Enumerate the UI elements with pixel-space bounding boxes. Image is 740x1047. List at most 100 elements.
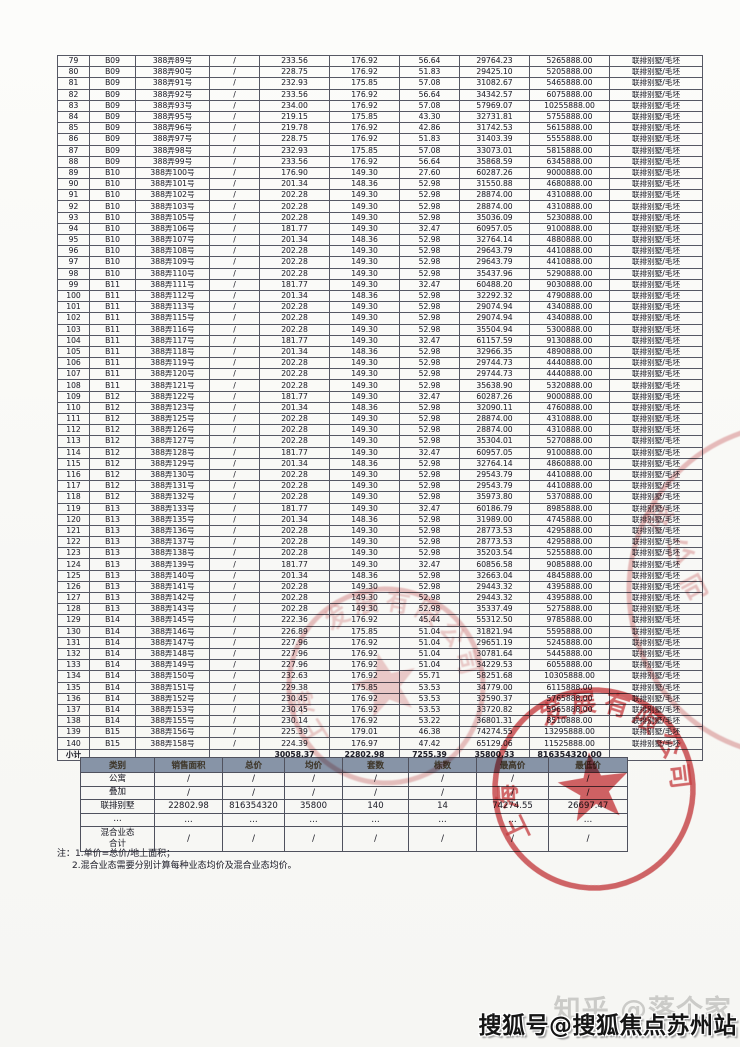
cell-unit-no: 388弄156号 <box>135 726 210 739</box>
summary-cell-category: 公寓 <box>80 772 155 787</box>
cell-row-no: 137 <box>57 703 90 717</box>
summary-cell: / <box>154 826 223 852</box>
cell-unit-no: 388弄105号 <box>135 211 210 224</box>
cell-slash: / <box>209 524 260 538</box>
table-row: 105 B11 388弄118号 / 201.34 148.36 52.98 3… <box>57 345 703 359</box>
cell-slash: / <box>209 480 260 493</box>
cell-building: B11 <box>89 368 136 381</box>
cell-building: B12 <box>89 491 136 504</box>
cell-unit-price: 33720.82 <box>459 703 530 717</box>
cell-slash: / <box>209 110 260 124</box>
cell-row-no: 114 <box>57 446 90 459</box>
cell-slash: / <box>209 357 260 370</box>
table-row: 120 B13 388弄135号 / 201.34 148.36 52.98 3… <box>57 513 703 526</box>
cell-slash: / <box>209 323 260 336</box>
table-row: 96 B10 388弄108号 / 202.28 149.30 52.98 29… <box>57 245 703 258</box>
cell-above-ground-area: 175.85 <box>329 144 400 157</box>
cell-type: 联排别墅/毛坯 <box>609 591 703 605</box>
summary-header-sales-area: 销售面积 <box>154 757 223 773</box>
cell-unit-price: 60186.79 <box>459 502 530 515</box>
cell-total-price: 4410888.00 <box>529 480 610 493</box>
cell-unit-price: 32731.81 <box>459 110 530 124</box>
table-row: 92 B10 388弄103号 / 202.28 149.30 52.98 28… <box>57 200 703 213</box>
cell-row-no: 135 <box>57 681 90 694</box>
cell-below-ground-area: 52.98 <box>399 524 460 538</box>
summary-header-avg-price: 均价 <box>284 757 343 773</box>
cell-total-area: 202.28 <box>259 379 330 392</box>
cell-total-area: 233.56 <box>259 155 330 168</box>
cell-total-area: 228.75 <box>259 66 330 79</box>
zhihu-watermark: 知乎 @落个家 <box>553 995 732 1026</box>
table-row: 116 B12 388弄130号 / 202.28 149.30 52.98 2… <box>57 468 703 482</box>
cell-slash: / <box>209 133 260 146</box>
cell-row-no: 110 <box>57 401 90 415</box>
cell-unit-price: 31403.39 <box>459 133 530 146</box>
cell-unit-price: 29443.32 <box>459 580 530 594</box>
cell-type: 联排别墅/毛坯 <box>609 681 703 694</box>
summary-header-max-price: 最高价 <box>476 757 549 773</box>
cell-unit-no: 388弄140号 <box>135 569 210 582</box>
cell-building: B13 <box>89 513 136 526</box>
cell-unit-price: 32764.14 <box>459 233 530 247</box>
cell-total-area: 219.78 <box>259 122 330 135</box>
cell-above-ground-area: 149.30 <box>329 412 400 426</box>
cell-unit-price: 35504.94 <box>459 323 530 336</box>
cell-total-area: 181.77 <box>259 502 330 515</box>
cell-slash: / <box>209 536 260 549</box>
cell-total-price: 5765888.00 <box>529 692 610 705</box>
cell-above-ground-area: 149.30 <box>329 480 400 493</box>
cell-total-price: 5245888.00 <box>529 636 610 649</box>
cell-row-no: 124 <box>57 558 90 571</box>
cell-building: B09 <box>89 133 136 146</box>
cell-unit-no: 388弄115号 <box>135 312 210 325</box>
cell-above-ground-area: 148.36 <box>329 345 400 359</box>
cell-building: B09 <box>89 110 136 124</box>
cell-row-no: 119 <box>57 502 90 515</box>
cell-below-ground-area: 53.53 <box>399 692 460 705</box>
cell-above-ground-area: 148.36 <box>329 233 400 247</box>
cell-type: 联排别墅/毛坯 <box>609 178 703 191</box>
table-row: 138 B14 388弄155号 / 230.14 176.92 53.22 3… <box>57 715 703 728</box>
cell-unit-no: 388弄136号 <box>135 524 210 538</box>
cell-unit-price: 36801.31 <box>459 715 530 728</box>
table-row: 130 B14 388弄146号 / 226.89 175.85 51.04 3… <box>57 625 703 638</box>
cell-type: 联排别墅/毛坯 <box>609 133 703 146</box>
cell-slash: / <box>209 625 260 638</box>
cell-row-no: 128 <box>57 603 90 616</box>
cell-total-area: 181.77 <box>259 558 330 571</box>
cell-building: B10 <box>89 166 136 180</box>
cell-total-area: 181.77 <box>259 446 330 459</box>
cell-slash: / <box>209 614 260 627</box>
cell-slash: / <box>209 457 260 470</box>
cell-row-no: 131 <box>57 636 90 649</box>
cell-type: 联排别墅/毛坯 <box>609 66 703 79</box>
cell-total-area: 202.28 <box>259 591 330 605</box>
cell-building: B10 <box>89 245 136 258</box>
cell-row-no: 140 <box>57 737 90 750</box>
cell-slash: / <box>209 659 260 672</box>
cell-below-ground-area: 51.04 <box>399 625 460 638</box>
cell-building: B09 <box>89 66 136 79</box>
cell-row-no: 100 <box>57 289 90 303</box>
summary-cell: / <box>284 785 343 800</box>
cell-above-ground-area: 149.30 <box>329 278 400 291</box>
cell-total-area: 219.15 <box>259 110 330 124</box>
cell-total-area: 176.90 <box>259 166 330 180</box>
cell-total-price: 13295888.00 <box>529 726 610 739</box>
cell-slash: / <box>209 189 260 202</box>
cell-above-ground-area: 175.85 <box>329 77 400 90</box>
summary-cell: … <box>548 812 628 827</box>
cell-type: 联排别墅/毛坯 <box>609 200 703 213</box>
cell-unit-price: 31989.00 <box>459 513 530 526</box>
cell-row-no: 98 <box>57 267 90 280</box>
cell-below-ground-area: 42.86 <box>399 122 460 135</box>
cell-unit-no: 388弄155号 <box>135 715 210 728</box>
cell-row-no: 117 <box>57 480 90 493</box>
summary-cell: / <box>222 785 285 800</box>
cell-unit-price: 30781.64 <box>459 647 530 661</box>
cell-below-ground-area: 52.98 <box>399 468 460 482</box>
cell-row-no: 91 <box>57 189 90 202</box>
cell-unit-price: 32090.11 <box>459 401 530 415</box>
cell-total-area: 230.45 <box>259 692 330 705</box>
cell-total-price: 5300888.00 <box>529 323 610 336</box>
